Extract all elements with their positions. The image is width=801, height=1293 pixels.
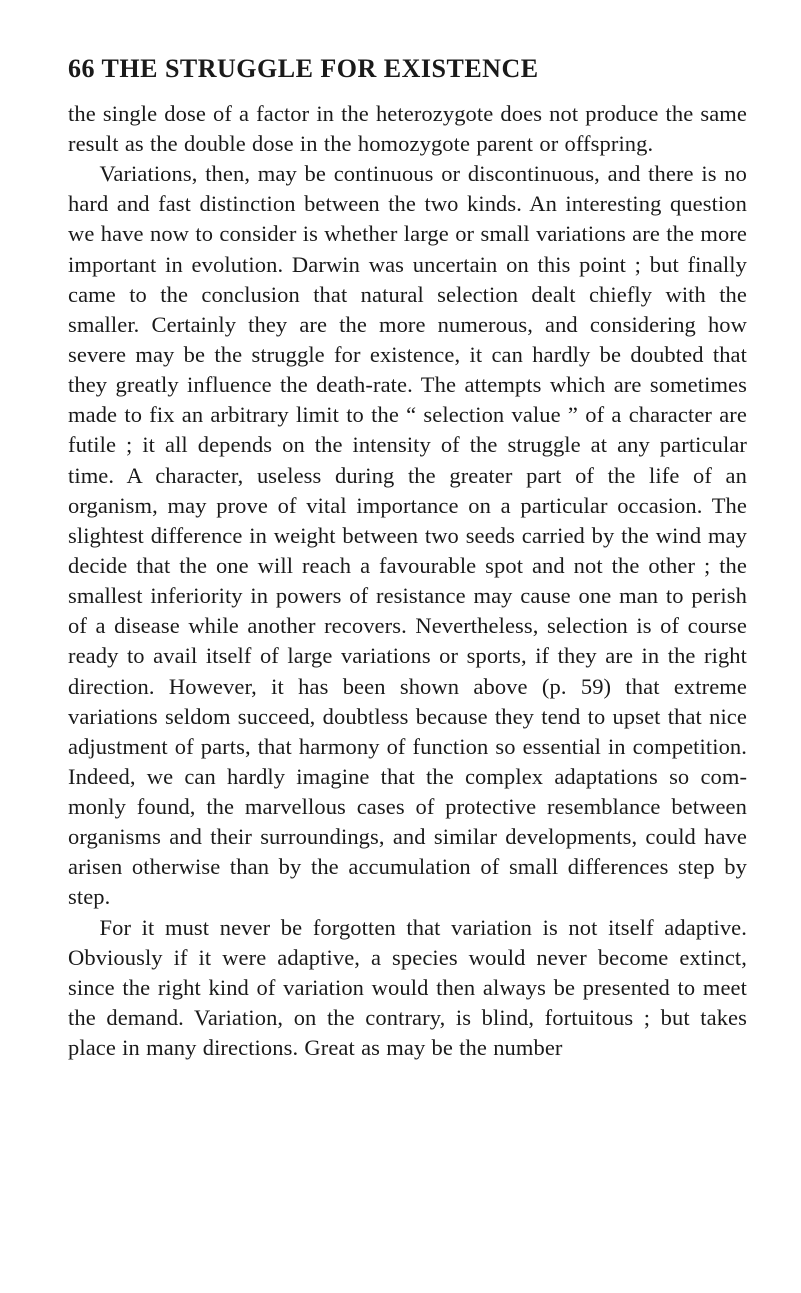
paragraph: the single dose of a factor in the heter… [68,99,747,159]
page-header: 66 THE STRUGGLE FOR EXISTENCE [68,52,747,87]
paragraph: For it must never be forgotten that vari… [68,913,747,1064]
book-page: 66 THE STRUGGLE FOR EXISTENCE the single… [0,0,801,1293]
running-title: THE STRUGGLE FOR EXISTENCE [102,54,539,83]
body-text: the single dose of a factor in the heter… [68,99,747,1064]
page-number: 66 [68,54,95,83]
paragraph: Variations, then, may be continuous or d… [68,159,747,913]
